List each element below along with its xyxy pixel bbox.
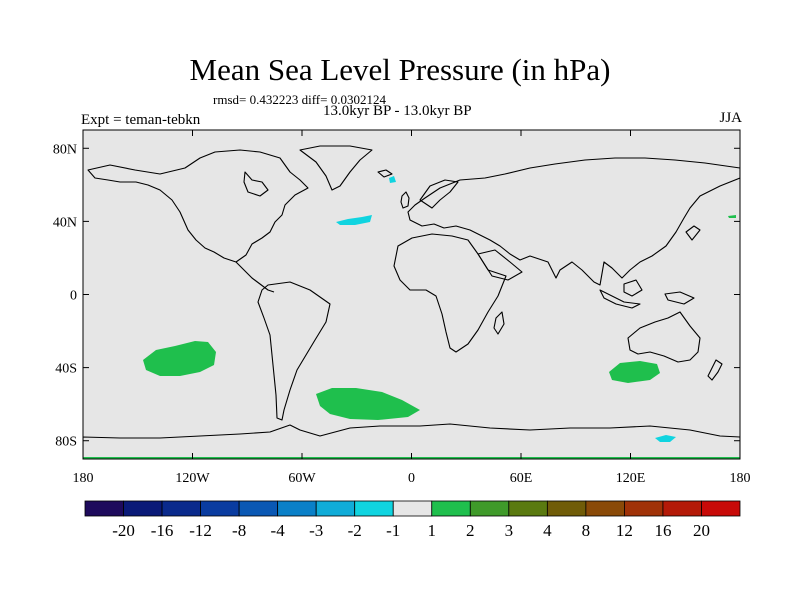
colorbar-label: 16 [654, 521, 671, 540]
colorbar-swatch [84, 500, 124, 517]
longitude-axis: 180 120W 60W 0 60E 120E 180 [73, 130, 751, 486]
coast-north-america [87, 149, 309, 263]
lat-tick-label: 80N [53, 142, 77, 157]
colorbar-label: -20 [112, 521, 135, 540]
colorbar-swatch [277, 500, 317, 517]
colorbar-label: -12 [189, 521, 212, 540]
lon-tick-label: 180 [730, 471, 751, 486]
positive-anomaly-east-siberia [728, 215, 736, 218]
coast-iceland [377, 169, 393, 178]
coast-central-america [235, 261, 275, 293]
colorbar-swatch [662, 500, 702, 517]
coastlines [83, 145, 740, 459]
colorbar-swatch [508, 500, 548, 517]
coast-borneo [623, 279, 643, 297]
positive-anomaly-south-indian [609, 361, 660, 383]
coast-new-zealand [707, 359, 723, 381]
lon-tick-label: 120E [616, 471, 646, 486]
latitude-axis: 80N 40N 0 40S 80S [53, 142, 740, 450]
colorbar-swatch [315, 500, 356, 517]
colorbar-swatch [392, 500, 433, 517]
lon-tick-label: 60E [510, 471, 533, 486]
colorbar-label: 8 [582, 521, 591, 540]
map-background [83, 130, 740, 459]
colorbar-label: 20 [693, 521, 710, 540]
colorbar-swatch [469, 500, 510, 517]
colorbar-swatch [200, 500, 240, 517]
lat-tick-label: 80S [55, 435, 77, 450]
chart-title: Mean Sea Level Pressure (in hPa) [189, 52, 611, 87]
coast-arabia [477, 249, 523, 281]
coast-japan [685, 225, 701, 241]
colorbar-label: 12 [616, 521, 633, 540]
colorbar-swatch [161, 500, 201, 517]
negative-anomaly-antarctic [655, 435, 676, 442]
colorbar: -20 -16 -12 -8 -4 -3 -2 -1 1 2 3 4 8 12 16 20 [84, 500, 741, 540]
period-label: 13.0kyr BP - 13.0kyr BP [323, 103, 472, 119]
coast-new-guinea [664, 291, 695, 305]
colorbar-label: -16 [151, 521, 174, 540]
positive-anomaly-south-atlantic [316, 388, 420, 420]
colorbar-label: -8 [232, 521, 246, 540]
colorbar-label: -3 [309, 521, 323, 540]
coast-africa [393, 233, 507, 353]
experiment-label: Expt = teman-tebkn [81, 112, 201, 128]
coast-south-america [257, 281, 331, 421]
season-label: JJA [719, 110, 742, 126]
coast-eurasia [407, 157, 740, 286]
colorbar-label: -4 [271, 521, 286, 540]
stats-text: rmsd= 0.432223 diff= 0.0302124 [213, 92, 386, 107]
lon-tick-label: 0 [408, 471, 415, 486]
colorbar-label: -2 [348, 521, 362, 540]
lon-tick-label: 180 [73, 471, 94, 486]
lat-tick-label: 40S [55, 362, 77, 377]
negative-anomaly-north-atlantic [336, 215, 372, 225]
colorbar-swatch [238, 500, 279, 517]
colorbar-label: 2 [466, 521, 475, 540]
lon-tick-label: 120W [175, 471, 210, 486]
colorbar-label: 4 [543, 521, 552, 540]
colorbar-swatch [546, 500, 587, 517]
lon-tick-label: 60W [288, 471, 316, 486]
negative-anomaly-iceland [389, 176, 396, 183]
colorbar-swatch [701, 500, 741, 517]
colorbar-label: -1 [386, 521, 400, 540]
colorbar-swatch [585, 500, 625, 517]
coast-antarctica [83, 423, 740, 459]
coast-greenland [299, 145, 373, 191]
positive-anomaly-south-pacific [143, 341, 216, 376]
coast-australia [627, 311, 701, 363]
colorbar-label: 3 [505, 521, 514, 540]
coast-hudson-bay [243, 171, 269, 197]
lat-tick-label: 0 [70, 289, 77, 304]
coast-indonesia [599, 289, 641, 309]
coast-britain [400, 191, 410, 209]
coast-scandinavia [419, 179, 459, 209]
colorbar-swatch [123, 500, 163, 517]
colorbar-swatch [354, 500, 394, 517]
colorbar-swatch [624, 500, 664, 517]
lat-tick-label: 40N [53, 215, 77, 230]
coast-madagascar [493, 311, 505, 335]
colorbar-label: 1 [428, 521, 437, 540]
colorbar-swatch [431, 500, 471, 517]
